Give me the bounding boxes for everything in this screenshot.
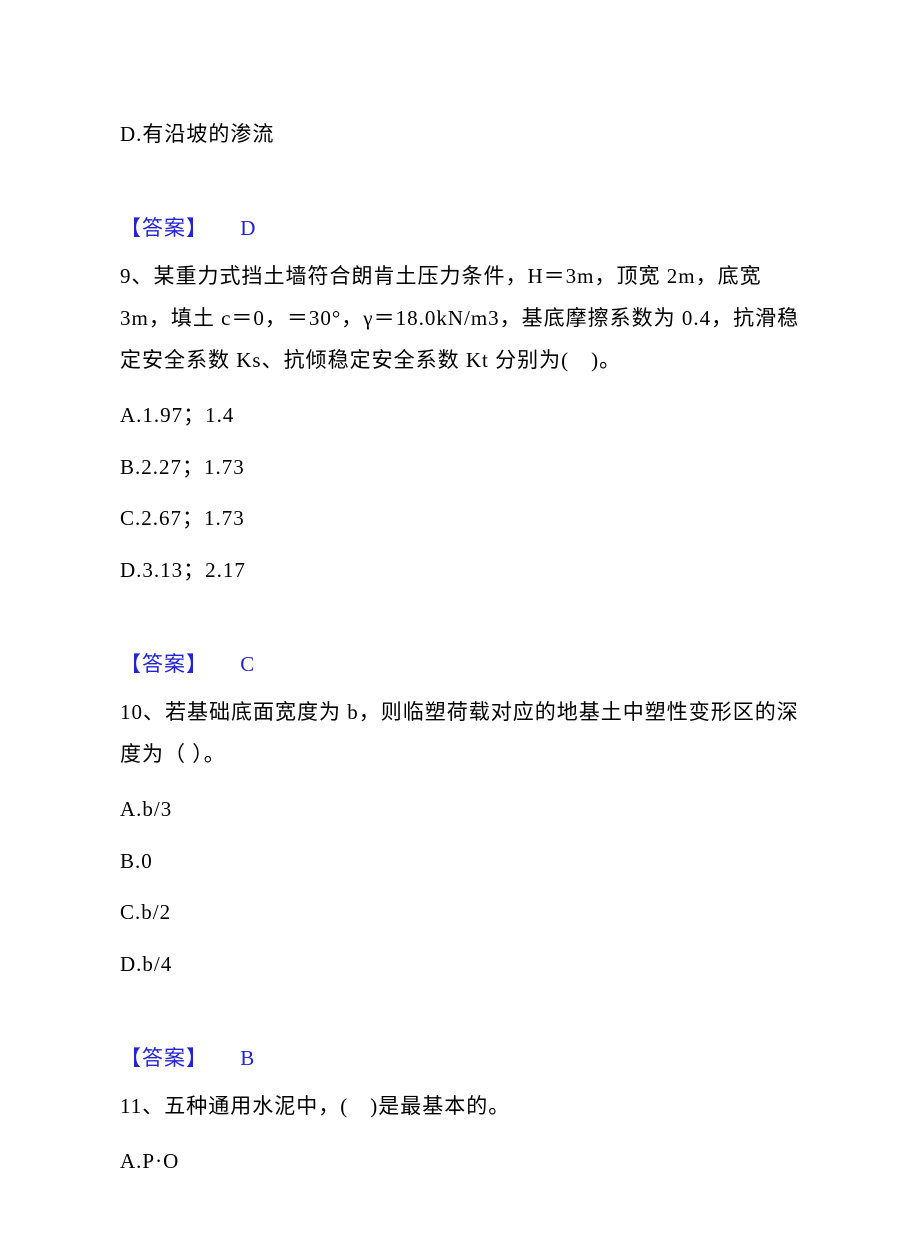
option-d-q8: D.有沿坡的渗流 <box>120 118 800 152</box>
answer-block-q8: 【答案】 D <box>120 212 800 246</box>
question-9-stem: 9、某重力式挡土墙符合朗肯土压力条件，H＝3m，顶宽 2m，底宽 3m，填土 c… <box>120 255 800 381</box>
answer-block-q9: 【答案】 C <box>120 648 800 682</box>
answer-value: D <box>240 216 256 240</box>
document-page: D.有沿坡的渗流 【答案】 D 9、某重力式挡土墙符合朗肯土压力条件，H＝3m，… <box>0 0 920 1257</box>
question-9-option-c: C.2.67；1.73 <box>120 502 800 536</box>
question-9-option-a: A.1.97；1.4 <box>120 399 800 433</box>
question-10-stem: 10、若基础底面宽度为 b，则临塑荷载对应的地基土中塑性变形区的深度为（ ）。 <box>120 691 800 775</box>
question-10-option-b: B.0 <box>120 845 800 879</box>
question-9-option-d: D.3.13；2.17 <box>120 554 800 588</box>
answer-value: B <box>240 1046 255 1070</box>
answer-label: 【答案】 <box>120 1046 208 1070</box>
question-9-option-b: B.2.27；1.73 <box>120 451 800 485</box>
question-11-stem: 11、五种通用水泥中，( )是最基本的。 <box>120 1085 800 1127</box>
question-10-option-a: A.b/3 <box>120 793 800 827</box>
answer-label: 【答案】 <box>120 652 208 676</box>
question-11-option-a: A.P·O <box>120 1145 800 1179</box>
question-10-option-d: D.b/4 <box>120 948 800 982</box>
question-10-option-c: C.b/2 <box>120 896 800 930</box>
answer-label: 【答案】 <box>120 216 208 240</box>
answer-block-q10: 【答案】 B <box>120 1042 800 1076</box>
answer-value: C <box>240 652 255 676</box>
